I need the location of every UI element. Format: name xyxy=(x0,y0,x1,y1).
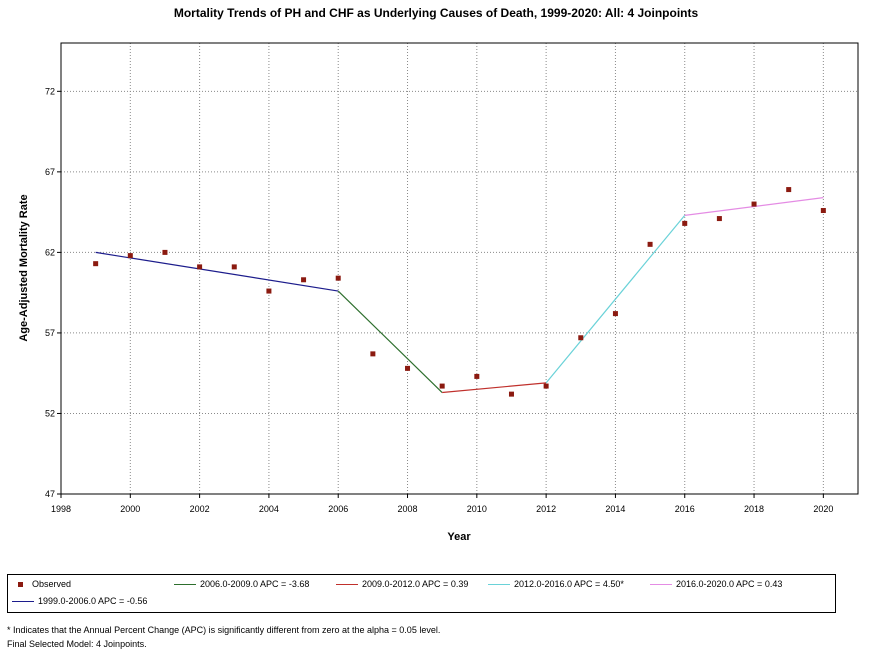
y-tick-label: 57 xyxy=(45,328,55,338)
legend-segment-2: 2006.0-2009.0 APC = -3.68 xyxy=(174,579,309,589)
x-tick-label: 2012 xyxy=(536,504,556,514)
y-tick-label: 47 xyxy=(45,489,55,499)
footnote-model: Final Selected Model: 4 Joinpoints. xyxy=(7,639,147,649)
observed-point xyxy=(266,288,272,294)
x-tick-label: 2002 xyxy=(190,504,210,514)
legend-observed: Observed xyxy=(10,579,71,589)
observed-point xyxy=(786,187,792,193)
plot-area xyxy=(60,42,859,495)
segment-5-line-icon xyxy=(650,583,672,585)
observed-point xyxy=(93,261,99,267)
y-tick-label: 62 xyxy=(45,247,55,257)
observed-point xyxy=(335,275,341,281)
observed-point xyxy=(508,391,514,397)
x-tick-label: 2000 xyxy=(120,504,140,514)
observed-point xyxy=(162,249,168,255)
x-axis-label: Year xyxy=(447,531,471,543)
observed-point xyxy=(682,220,688,226)
legend-segment-4: 2012.0-2016.0 APC = 4.50* xyxy=(488,579,624,589)
observed-point xyxy=(474,373,480,379)
trend-segment-3 xyxy=(442,382,547,394)
legend-segment-3: 2009.0-2012.0 APC = 0.39 xyxy=(336,579,468,589)
x-tick-label: 2010 xyxy=(467,504,487,514)
observed-point xyxy=(820,208,826,214)
x-tick-label: 2014 xyxy=(605,504,625,514)
legend-segment-5: 2016.0-2020.0 APC = 0.43 xyxy=(650,579,782,589)
y-tick-label: 67 xyxy=(45,167,55,177)
legend-segment-2-label: 2006.0-2009.0 APC = -3.68 xyxy=(200,579,310,589)
observed-point xyxy=(301,277,307,283)
chart-title: Mortality Trends of PH and CHF as Underl… xyxy=(173,6,699,20)
segment-1-line-icon xyxy=(12,600,34,602)
legend-segment-4-label: 2012.0-2016.0 APC = 4.50* xyxy=(514,579,624,589)
x-tick-label: 2018 xyxy=(744,504,764,514)
x-tick-label: 2020 xyxy=(813,504,833,514)
observed-point xyxy=(231,264,237,270)
segment-2-line-icon xyxy=(174,583,196,585)
x-tick-label: 1998 xyxy=(51,504,71,514)
legend-segment-1: 1999.0-2006.0 APC = -0.56 xyxy=(12,596,147,606)
legend-segment-1-label: 1999.0-2006.0 APC = -0.56 xyxy=(38,596,148,606)
observed-point xyxy=(647,241,653,247)
x-tick-label: 2004 xyxy=(259,504,279,514)
observed-point xyxy=(405,365,411,371)
trend-segment-4 xyxy=(545,214,686,384)
x-tick-label: 2016 xyxy=(675,504,695,514)
y-tick-label: 52 xyxy=(45,408,55,418)
x-tick-label: 2006 xyxy=(328,504,348,514)
observed-point xyxy=(751,201,757,207)
observed-point xyxy=(716,216,722,222)
observed-point xyxy=(370,351,376,357)
segment-4-line-icon xyxy=(488,583,510,585)
x-tick-label: 2008 xyxy=(398,504,418,514)
legend-observed-label: Observed xyxy=(32,579,72,589)
observed-marker-icon xyxy=(18,581,23,587)
legend-segment-5-label: 2016.0-2020.0 APC = 0.43 xyxy=(676,579,783,589)
observed-point xyxy=(612,311,618,317)
trend-segment-2 xyxy=(337,290,443,393)
observed-point xyxy=(543,383,549,389)
legend: Observed 1999.0-2006.0 APC = -0.56 2006.… xyxy=(7,574,836,613)
observed-point xyxy=(578,335,584,341)
segment-3-line-icon xyxy=(336,583,358,585)
observed-point xyxy=(439,383,445,389)
legend-segment-3-label: 2009.0-2012.0 APC = 0.39 xyxy=(362,579,469,589)
footnote-significance: * Indicates that the Annual Percent Chan… xyxy=(7,625,441,635)
observed-point xyxy=(127,253,133,259)
y-tick-label: 72 xyxy=(45,86,55,96)
trend-segment-1 xyxy=(95,251,339,292)
chart-plot: 1998 2000 2002 2004 2006 2008 2010 2012 2014 2016… xyxy=(45,42,859,514)
observed-point xyxy=(197,264,203,270)
